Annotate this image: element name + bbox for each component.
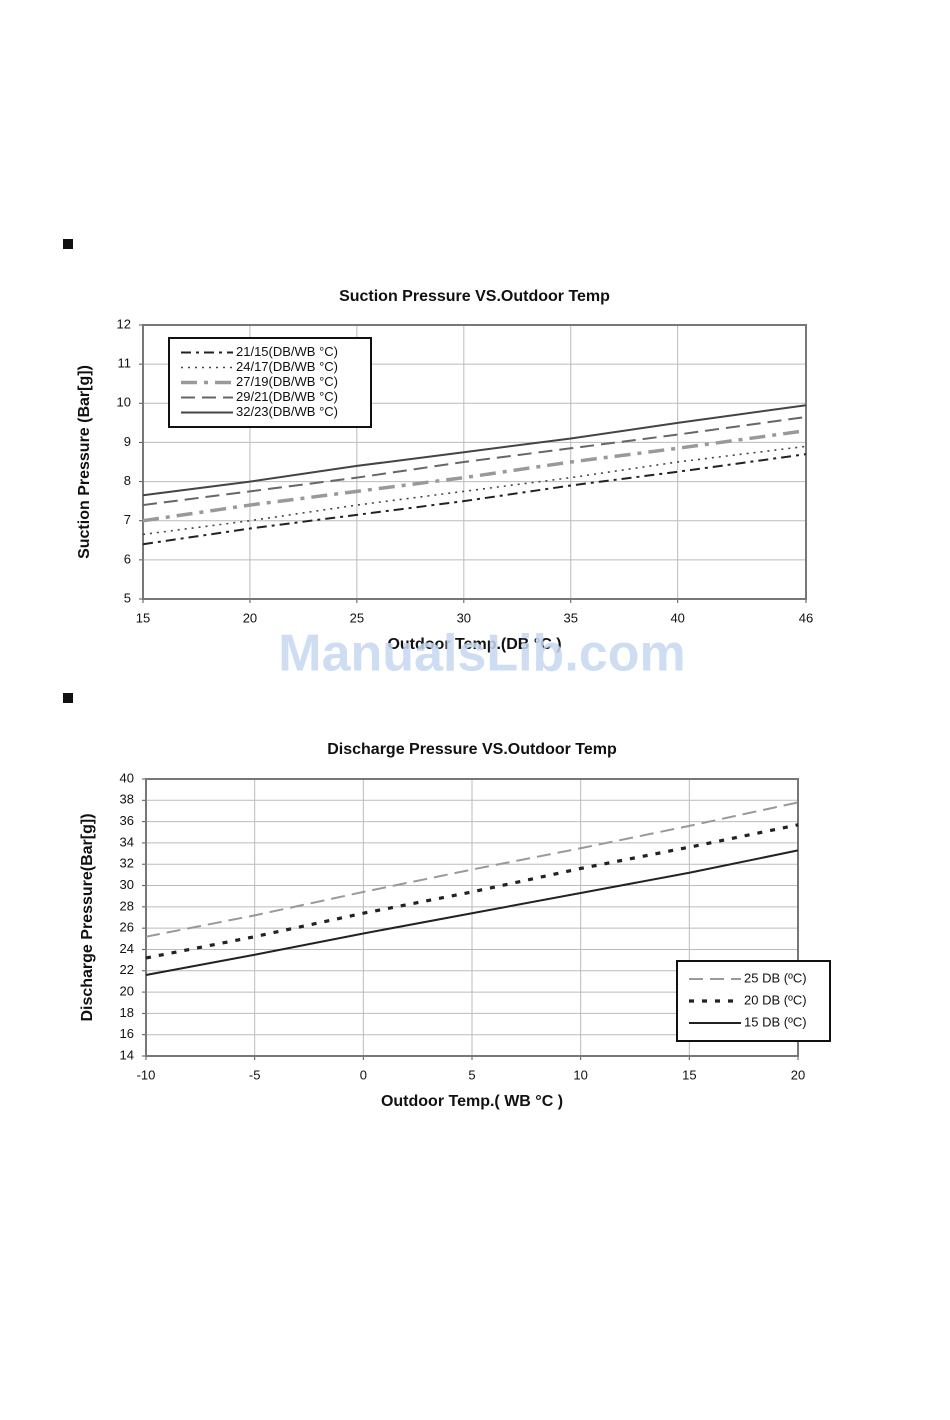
y-tick-label: 38 xyxy=(120,792,134,807)
y-tick-label: 8 xyxy=(124,473,131,488)
series-line xyxy=(142,404,807,497)
y-tick-label: 7 xyxy=(124,512,131,527)
y-tick-label: 22 xyxy=(120,962,134,977)
y-axis-label: Discharge Pressure(Bar[g]) xyxy=(79,813,96,1021)
series-line xyxy=(145,849,799,977)
y-tick-label: 10 xyxy=(117,395,131,410)
series-line xyxy=(142,415,807,507)
legend-label: 21/15(DB/WB °C) xyxy=(236,344,338,359)
legend-label: 20 DB (ºC) xyxy=(744,992,807,1007)
legend-label: 24/17(DB/WB °C) xyxy=(236,359,338,374)
y-tick-label: 36 xyxy=(120,813,134,828)
x-tick-label: 0 xyxy=(360,1067,367,1082)
chart-title: Suction Pressure VS.Outdoor Temp xyxy=(339,288,610,305)
y-tick-label: 5 xyxy=(124,590,131,605)
legend-label: 25 DB (ºC) xyxy=(744,970,807,985)
x-tick-label: 5 xyxy=(468,1067,475,1082)
y-tick-label: 12 xyxy=(117,316,131,331)
series-line xyxy=(142,428,807,523)
legend-label: 32/23(DB/WB °C) xyxy=(236,404,338,419)
y-tick-label: 34 xyxy=(120,834,134,849)
x-tick-label: 30 xyxy=(457,610,471,625)
x-tick-label: 40 xyxy=(670,610,684,625)
x-axis-label: Outdoor Temp.(DB °C ) xyxy=(387,636,561,653)
y-tick-label: 9 xyxy=(124,434,131,449)
plot-frame xyxy=(142,324,807,600)
plot-frame xyxy=(145,778,799,1057)
x-tick-label: 20 xyxy=(243,610,257,625)
watermark: ManualsLib.com xyxy=(278,625,685,683)
legend-label: 15 DB (ºC) xyxy=(744,1014,807,1029)
y-tick-label: 11 xyxy=(118,356,132,371)
y-tick-label: 28 xyxy=(120,898,134,913)
series-line xyxy=(145,801,799,938)
y-tick-label: 18 xyxy=(120,1005,134,1020)
x-tick-label: 46 xyxy=(799,610,813,625)
chart-title: Discharge Pressure VS.Outdoor Temp xyxy=(327,741,617,758)
x-tick-label: 35 xyxy=(564,610,578,625)
y-tick-label: 24 xyxy=(120,941,134,956)
y-tick-label: 30 xyxy=(120,877,134,892)
x-tick-label: 15 xyxy=(136,610,150,625)
x-tick-label: 10 xyxy=(573,1067,587,1082)
x-axis-label: Outdoor Temp.( WB °C ) xyxy=(381,1093,563,1110)
y-tick-label: 20 xyxy=(120,984,134,999)
y-tick-label: 26 xyxy=(120,920,134,935)
y-tick-label: 14 xyxy=(120,1047,134,1062)
x-tick-label: 15 xyxy=(682,1067,696,1082)
series-line xyxy=(142,453,807,546)
charts: Suction Pressure VS.Outdoor Temp 5 6 7 8 9 10 1… xyxy=(76,288,831,1110)
x-tick-label: -10 xyxy=(137,1067,156,1082)
legend-label: 29/21(DB/WB °C) xyxy=(236,389,338,404)
x-tick-label: -5 xyxy=(249,1067,261,1082)
bullet xyxy=(63,239,73,249)
x-tick-label: 20 xyxy=(791,1067,805,1082)
y-tick-label: 32 xyxy=(120,856,134,871)
y-tick-label: 40 xyxy=(120,770,134,785)
x-tick-label: 25 xyxy=(350,610,364,625)
y-axis-label: Suction Pressure (Bar[g]) xyxy=(76,365,93,559)
bullet xyxy=(63,693,73,703)
series-line xyxy=(142,445,807,536)
y-tick-label: 6 xyxy=(124,551,131,566)
y-tick-label: 16 xyxy=(120,1026,134,1041)
legend-label: 27/19(DB/WB °C) xyxy=(236,374,338,389)
